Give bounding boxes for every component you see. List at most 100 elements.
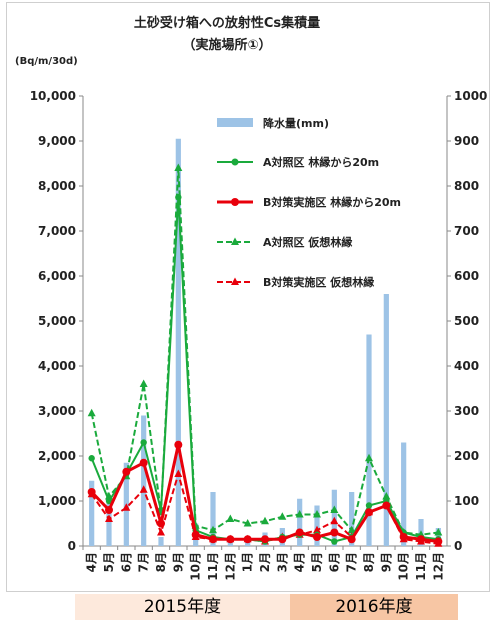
chart-svg: 土砂受け箱への放射性Cs集積量 （実施場所①） (Bq/m/30d) 0 1,00… (15, 15, 488, 581)
x-tick-label: 8月 (362, 552, 376, 572)
series-point (313, 533, 321, 541)
series-point (87, 408, 96, 417)
x-tick-label: 12月 (223, 552, 237, 581)
series-point (399, 533, 408, 541)
series-point (295, 528, 304, 537)
series-point (88, 455, 95, 462)
x-tick-label: 10月 (189, 552, 203, 581)
series-point (434, 528, 443, 536)
series-point (175, 194, 182, 201)
y-left-tick-label: 7,000 (38, 224, 76, 238)
series-point (330, 516, 339, 525)
x-tick-label: 4月 (85, 552, 99, 572)
series-point (174, 469, 183, 477)
y-right-tick-label: 500 (454, 314, 479, 328)
series-point (261, 516, 269, 525)
series-point (139, 458, 148, 467)
y-right-tick-label: 1000 (454, 89, 487, 103)
series-point (139, 379, 148, 387)
series-point (209, 535, 217, 544)
series-point (365, 502, 373, 509)
legend: 降水量(mm) A対照区 林縁から20m B対策実施区 林縁から20m A対照区 仮想… (217, 116, 401, 289)
legend-label: A対照区 林縁から20m (263, 155, 379, 169)
x-tick-label: 1月 (241, 552, 255, 572)
series-point (347, 535, 356, 544)
precipitation-bar (158, 537, 164, 546)
legend-label: B対策実施区 林縁から20m (263, 195, 401, 209)
series-point (261, 535, 269, 544)
series-point (140, 439, 147, 446)
series-point (243, 535, 252, 544)
x-tick-label: 5月 (102, 552, 116, 572)
fiscal-year-2015: 2015年度 (75, 594, 290, 620)
legend-marker (231, 198, 239, 206)
x-tick-label: 6月 (119, 552, 133, 572)
precipitation-bar (401, 442, 407, 546)
series-point (174, 163, 183, 171)
y-axis-unit: (Bq/m/30d) (15, 56, 78, 67)
series-point (417, 535, 425, 544)
x-tick-label: 4月 (293, 552, 307, 572)
precipitation-bar (349, 492, 355, 546)
y-right-tick-label: 400 (454, 359, 479, 373)
series-point (105, 497, 113, 505)
y-left-tick-label: 9,000 (38, 134, 76, 148)
chart-frame: 土砂受け箱への放射性Cs集積量 （実施場所①） (Bq/m/30d) 0 1,00… (6, 2, 490, 592)
y-left-tick-label: 5,000 (38, 314, 76, 328)
legend-label: A対照区 仮想林縁 (263, 235, 352, 249)
y-right-tick-label: 0 (454, 539, 462, 553)
axes: 0 1,000 2,000 3,000 4,000 5,000 6,000 7,000 8,00… (30, 89, 488, 581)
series-point (330, 505, 339, 513)
series-point (382, 492, 391, 500)
series-point (382, 501, 391, 510)
series-point (87, 488, 96, 496)
series-point (331, 538, 338, 545)
series-point (365, 508, 373, 517)
series-point (122, 467, 131, 476)
y-right-tick-label: 800 (454, 179, 479, 193)
series-point (191, 530, 200, 539)
y-right-tick-label: 300 (454, 404, 479, 418)
x-tick-label: 11月 (414, 552, 428, 581)
x-tick-label: 5月 (310, 552, 324, 572)
legend-label: B対策実施区 仮想林縁 (263, 275, 374, 289)
y-left-tick-label: 2,000 (38, 449, 76, 463)
fiscal-year-2016: 2016年度 (290, 594, 458, 620)
series-point (174, 440, 183, 449)
y-right-tick-label: 700 (454, 224, 479, 238)
precipitation-bar (383, 294, 389, 546)
series-point (434, 537, 443, 546)
x-tick-label: 8月 (154, 552, 168, 572)
series-point (278, 512, 287, 520)
y-left-tick-label: 1,000 (38, 494, 76, 508)
legend-label: 降水量(mm) (263, 116, 329, 130)
precipitation-bar (89, 480, 95, 546)
y-left-tick-label: 3,000 (38, 404, 76, 418)
legend-marker (231, 237, 239, 245)
legend-swatch (217, 118, 253, 127)
x-tick-label: 9月 (379, 552, 393, 572)
series-point (122, 503, 131, 511)
series-point (139, 485, 148, 493)
x-tick-label: 3月 (275, 552, 289, 572)
precipitation-bar (175, 138, 181, 546)
series-point (330, 528, 339, 537)
series-point (278, 535, 287, 544)
y-left-tick-label: 8,000 (38, 179, 76, 193)
series-point (243, 519, 252, 527)
legend-marker (231, 277, 239, 285)
x-tick-label: 6月 (327, 552, 341, 572)
y-left-tick-label: 4,000 (38, 359, 76, 373)
series-point (209, 525, 217, 534)
series-point (295, 510, 304, 518)
legend-marker (231, 158, 239, 166)
y-right-tick-label: 900 (454, 134, 479, 148)
fiscal-year-bar: 2015年度 2016年度 (75, 594, 458, 620)
series-point (157, 528, 165, 536)
series-point (226, 535, 235, 544)
series-point (226, 514, 235, 522)
series-point (313, 510, 321, 518)
y-left-tick-label: 6,000 (38, 269, 76, 283)
y-left-tick-label: 0 (68, 539, 76, 553)
x-tick-label: 2月 (258, 552, 272, 572)
